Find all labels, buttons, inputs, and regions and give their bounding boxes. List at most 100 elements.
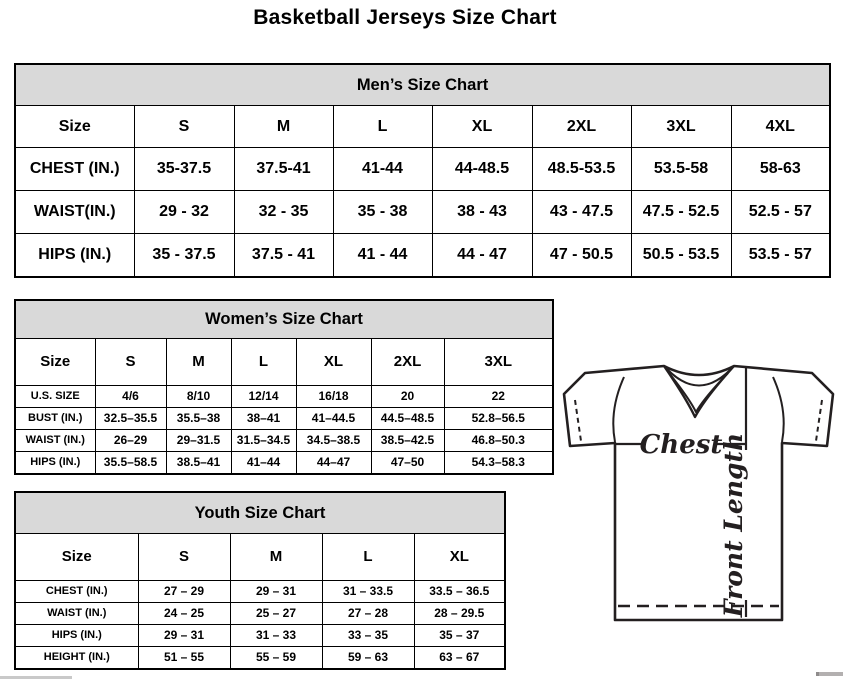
table-cell: 44.5–48.5 [370,407,445,430]
table-cell: 50.5 - 53.5 [630,233,732,278]
row-label: U.S. SIZE [14,385,96,408]
table-cell: 41 - 44 [332,233,433,278]
table-cell: 37.5 - 41 [233,233,334,278]
header-cell: Size [14,533,139,581]
jersey-measurement-diagram: Chest Front Length [562,364,835,622]
table-cell: 52.8–56.5 [443,407,554,430]
table-cell: 27 – 29 [137,580,231,603]
header-cell: M [229,533,323,581]
table-cell: 55 – 59 [229,646,323,670]
table-cell: 22 [443,385,554,408]
row-label: BUST (IN.) [14,407,96,430]
table-cell: 31.5–34.5 [230,429,297,452]
header-cell: S [137,533,231,581]
table-cell: 29 – 31 [229,580,323,603]
table-cell: 28 – 29.5 [413,602,506,625]
horizontal-scrollbar-fragment-left[interactable] [0,676,72,679]
table-cell: 63 – 67 [413,646,506,670]
youth-height-row: HEIGHT (IN.) 51 – 55 55 – 59 59 – 63 63 … [14,646,506,670]
header-cell: 4XL [730,105,831,148]
table-cell: 47.5 - 52.5 [630,190,732,234]
table-cell: 48.5-53.5 [531,147,632,191]
header-cell: 3XL [630,105,732,148]
table-cell: 46.8–50.3 [443,429,554,452]
table-cell: 25 – 27 [229,602,323,625]
table-cell: 4/6 [94,385,167,408]
mens-header-row: Size S M L XL 2XL 3XL 4XL [14,105,831,148]
womens-table-title: Women’s Size Chart [14,299,554,339]
header-cell: XL [431,105,533,148]
table-cell: 8/10 [165,385,232,408]
table-cell: 53.5 - 57 [730,233,831,278]
table-cell: 47–50 [370,451,445,475]
table-cell: 41-44 [332,147,433,191]
row-label: HEIGHT (IN.) [14,646,139,670]
table-cell: 41–44.5 [295,407,372,430]
armhole-seam-left [612,376,625,443]
youth-hips-row: HIPS (IN.) 29 – 31 31 – 33 33 – 35 35 – … [14,624,506,647]
row-label: WAIST(IN.) [14,190,135,234]
header-cell: XL [295,338,372,386]
table-cell: 52.5 - 57 [730,190,831,234]
header-cell: S [94,338,167,386]
table-cell: 51 – 55 [137,646,231,670]
header-cell: Size [14,105,135,148]
table-cell: 38 - 43 [431,190,533,234]
cuff-stitch-right [815,399,823,442]
armhole-seam-right [772,376,785,443]
table-cell: 44-48.5 [431,147,533,191]
mens-table-title: Men’s Size Chart [14,63,831,106]
v-neck-inner-line [668,372,729,413]
table-cell: 29 - 32 [133,190,235,234]
chest-label: Chest [640,430,723,460]
front-length-label: Front Length [719,433,748,618]
table-cell: 29 – 31 [137,624,231,647]
youth-table-title-row: Youth Size Chart [14,491,506,534]
header-cell: 3XL [443,338,554,386]
jersey-outline [562,364,835,622]
youth-waist-row: WAIST (IN.) 24 – 25 25 – 27 27 – 28 28 –… [14,602,506,625]
header-cell: M [165,338,232,386]
womens-header-row: Size S M L XL 2XL 3XL [14,338,554,386]
horizontal-scrollbar-fragment-right[interactable] [816,672,843,676]
table-cell: 59 – 63 [321,646,415,670]
header-cell: 2XL [531,105,632,148]
cuff-stitch-left [574,399,582,442]
womens-size-table: Women’s Size Chart Size S M L XL 2XL 3XL… [14,299,555,475]
table-cell: 26–29 [94,429,167,452]
table-cell: 33 – 35 [321,624,415,647]
row-label: CHEST (IN.) [14,580,139,603]
womens-hips-row: HIPS (IN.) 35.5–58.5 38.5–41 41–44 44–47… [14,451,554,475]
youth-size-table: Youth Size Chart Size S M L XL CHEST (IN… [14,491,507,670]
row-label: HIPS (IN.) [14,233,135,278]
mens-waist-row: WAIST(IN.) 29 - 32 32 - 35 35 - 38 38 - … [14,190,831,234]
header-cell: M [233,105,334,148]
header-cell: L [230,338,297,386]
table-cell: 37.5-41 [233,147,334,191]
table-cell: 41–44 [230,451,297,475]
table-cell: 12/14 [230,385,297,408]
table-cell: 35 - 37.5 [133,233,235,278]
table-cell: 44 - 47 [431,233,533,278]
womens-us-size-row: U.S. SIZE 4/6 8/10 12/14 16/18 20 22 [14,385,554,408]
table-cell: 27 – 28 [321,602,415,625]
womens-waist-row: WAIST (IN.) 26–29 29–31.5 31.5–34.5 34.5… [14,429,554,452]
header-cell: 2XL [370,338,445,386]
row-label: CHEST (IN.) [14,147,135,191]
page-title: Basketball Jerseys Size Chart [253,6,557,29]
youth-table-title: Youth Size Chart [14,491,506,534]
table-cell: 38–41 [230,407,297,430]
youth-chest-row: CHEST (IN.) 27 – 29 29 – 31 31 – 33.5 33… [14,580,506,603]
header-cell: S [133,105,235,148]
table-cell: 24 – 25 [137,602,231,625]
mens-size-table: Men’s Size Chart Size S M L XL 2XL 3XL 4… [14,63,832,278]
table-cell: 44–47 [295,451,372,475]
youth-header-row: Size S M L XL [14,533,506,581]
table-cell: 38.5–41 [165,451,232,475]
table-cell: 31 – 33.5 [321,580,415,603]
header-cell: L [321,533,415,581]
table-cell: 47 - 50.5 [531,233,632,278]
womens-table-title-row: Women’s Size Chart [14,299,554,339]
table-cell: 43 - 47.5 [531,190,632,234]
table-cell: 32 - 35 [233,190,334,234]
